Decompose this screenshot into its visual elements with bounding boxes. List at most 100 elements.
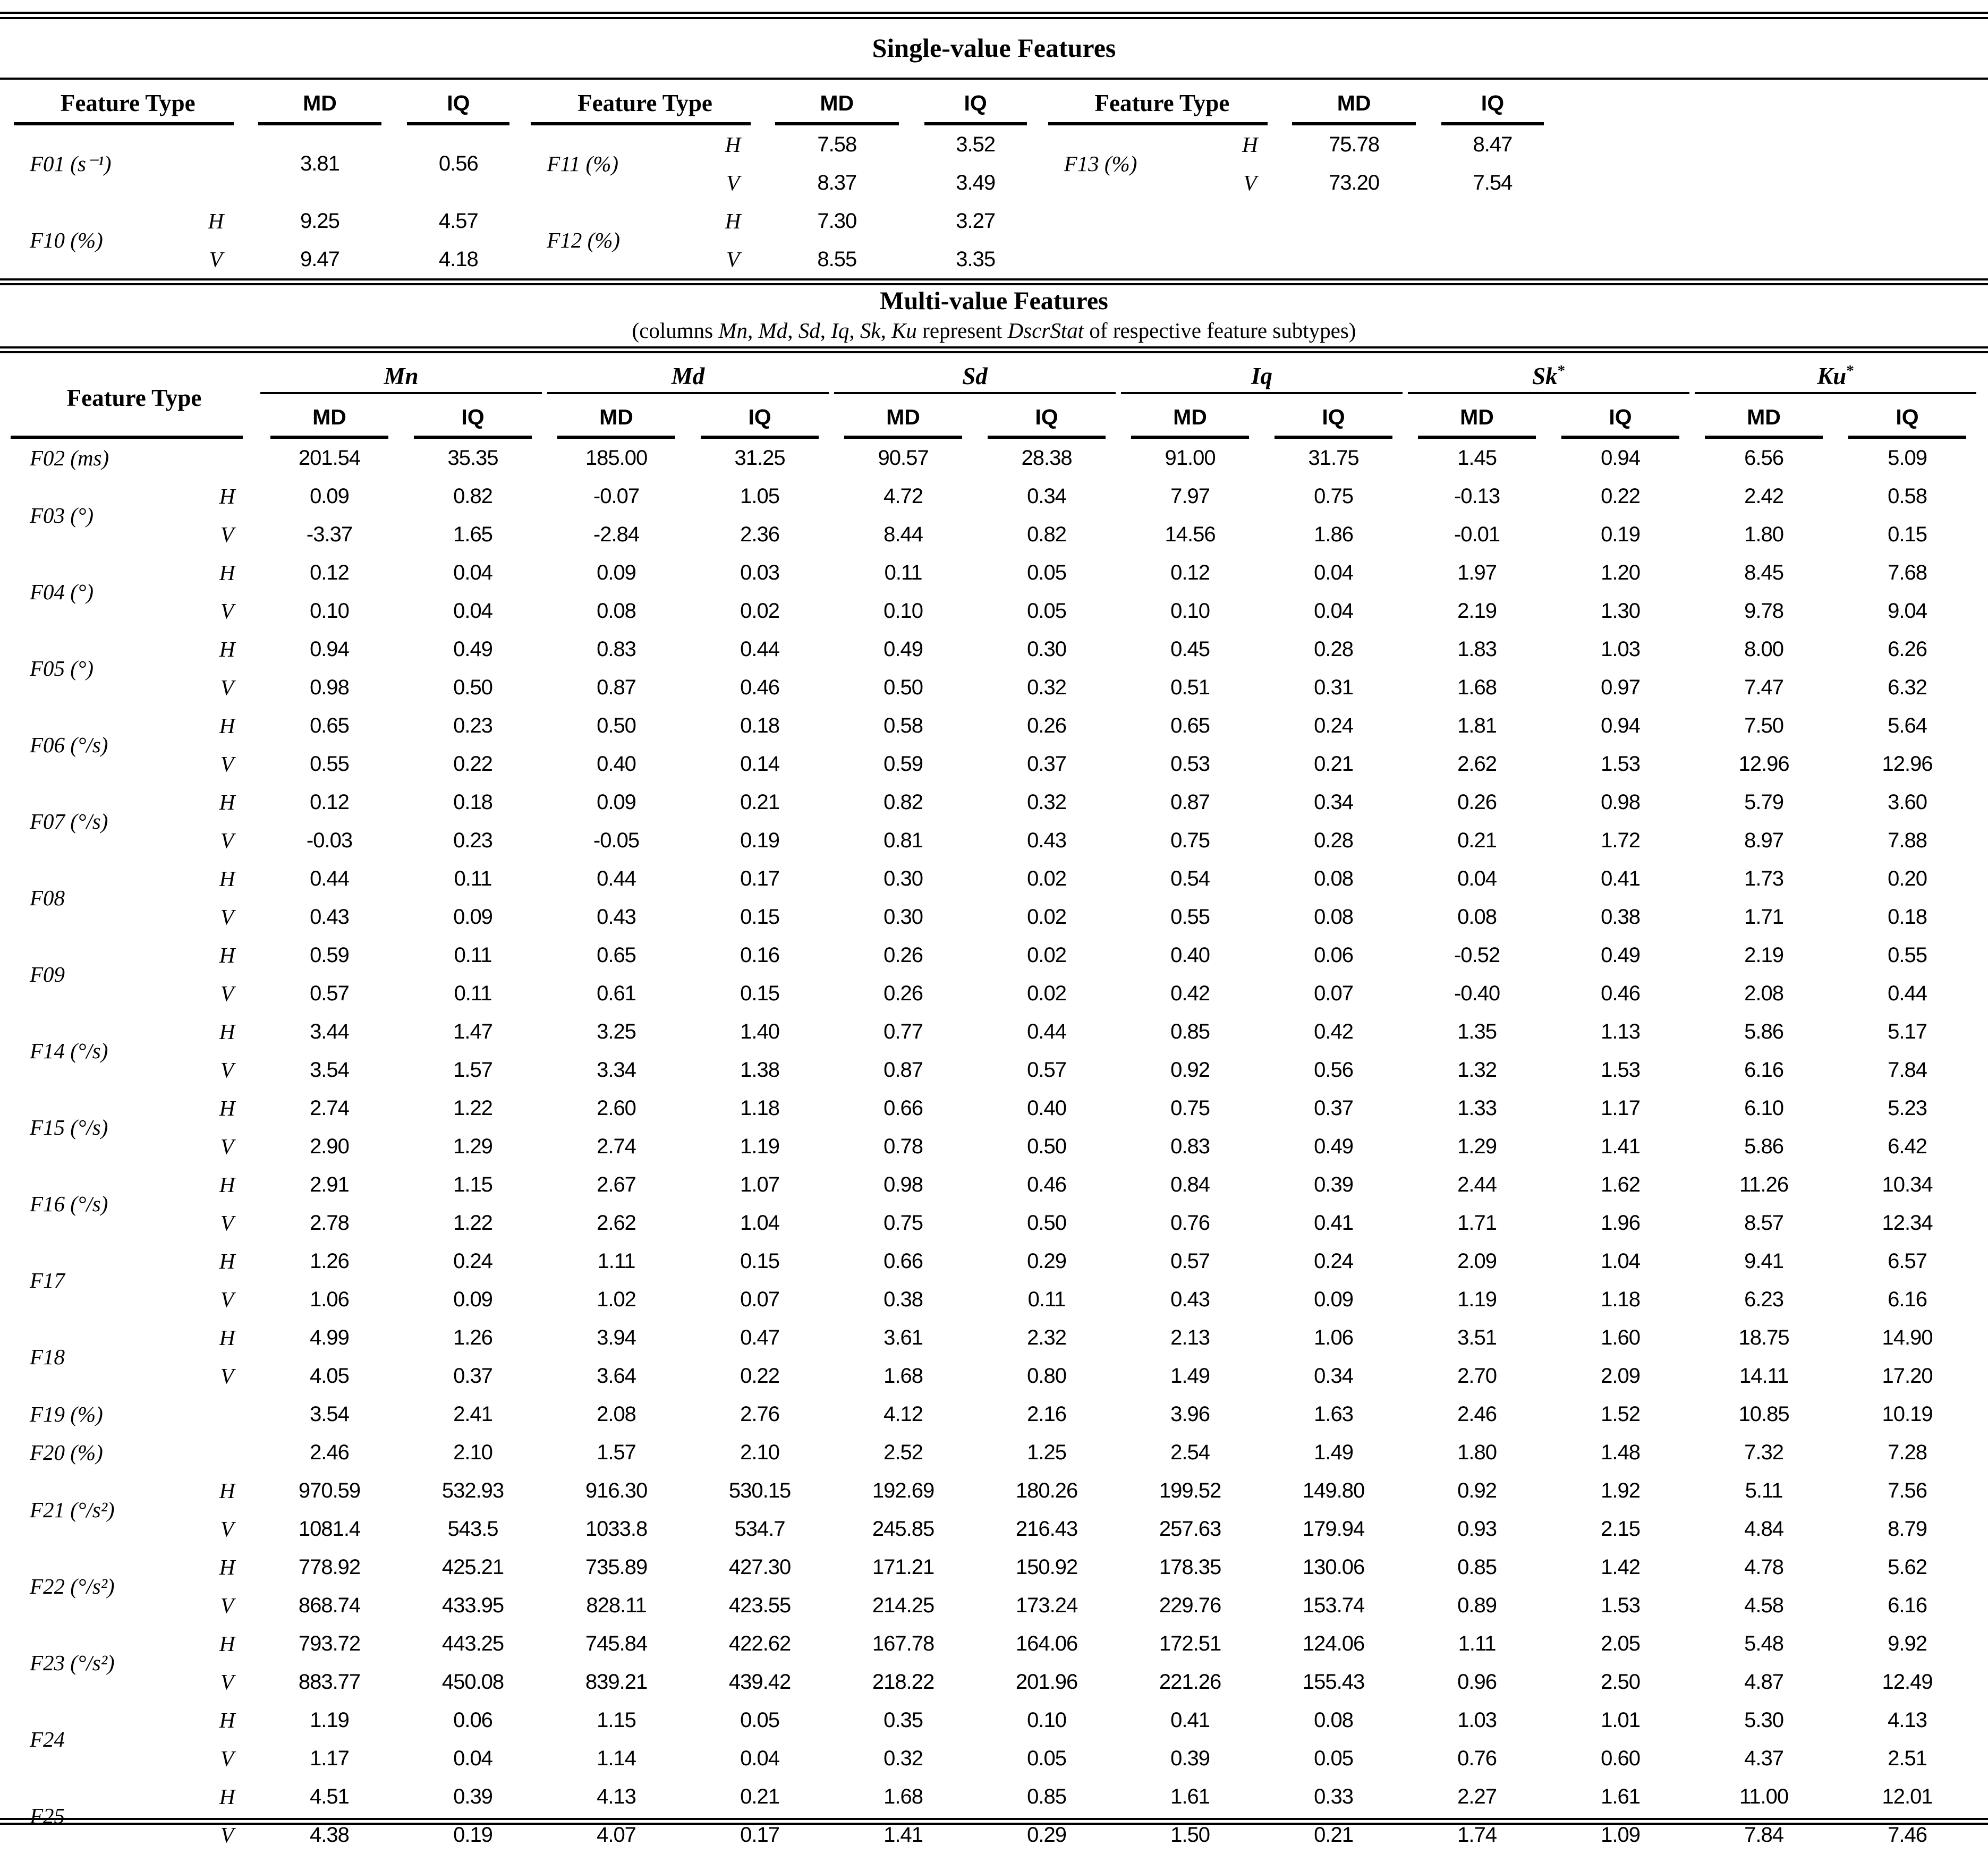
value-cell: 1.53	[1601, 1058, 1641, 1082]
value-cell: 0.49	[453, 637, 493, 661]
gap-cell	[522, 125, 528, 202]
value-cell: 0.81	[883, 828, 923, 852]
hv-label-cell: V	[220, 905, 234, 929]
value-cell: 17.20	[1882, 1364, 1933, 1388]
value-cell: 0.34	[1314, 1364, 1354, 1388]
feature-type-header: Feature Type	[528, 81, 762, 125]
hv-label-cell: V	[220, 1746, 234, 1771]
value-cell: 192.69	[872, 1478, 934, 1502]
value-cell: 1.29	[1457, 1134, 1497, 1158]
header-underline	[1695, 392, 1977, 394]
hv-label-cell: V	[220, 1517, 234, 1541]
value-cell: 171.21	[872, 1555, 934, 1579]
value-cell: 0.14	[740, 752, 780, 776]
value-cell: 28.38	[1021, 446, 1072, 470]
value-cell: 14.90	[1882, 1325, 1933, 1349]
feature-name-cell: F19 (%)	[30, 1402, 103, 1426]
value-cell: 7.97	[1170, 484, 1210, 508]
table-row: V 3.54 1.57 3.34 1.38 0.87 0.57 0.92 0.56 1.32 1.5…	[11, 1051, 1979, 1089]
value-cell: 7.84	[1744, 1823, 1784, 1847]
hv-label-cell: V	[220, 1670, 234, 1694]
header-underline	[1408, 392, 1690, 394]
value-cell: 4.99	[310, 1325, 350, 1349]
value-cell: 0.76	[1457, 1746, 1497, 1770]
value-cell: 1.11	[1458, 1631, 1497, 1655]
value-cell: 1.01	[1601, 1708, 1641, 1732]
table-row: F05 (°) H 0.94 0.49 0.83 0.44 0.49 0.30 0.45 0.28…	[11, 630, 1979, 681]
table-row: F14 (°/s) H 3.44 1.47 3.25 1.40 0.77 0.44 0.85 0.…	[11, 1013, 1979, 1063]
value-cell: 0.34	[1027, 484, 1067, 508]
hv-label-cell: H	[725, 209, 741, 233]
hv-label-cell: H	[219, 1478, 235, 1503]
value-cell: 0.82	[883, 790, 923, 814]
hv-label-cell: V	[220, 599, 234, 623]
value-cell: 1.22	[453, 1211, 493, 1235]
value-cell: 11.26	[1739, 1172, 1789, 1196]
hv-label-cell: V	[220, 1287, 234, 1312]
value-cell: 0.09	[310, 484, 350, 508]
value-cell: 180.26	[1015, 1478, 1078, 1502]
value-cell: 0.39	[453, 1784, 493, 1808]
value-cell: 0.26	[1457, 790, 1497, 814]
table-row: F19 (%) 3.54 2.41 2.08 2.76 4.12 2.16 3.96 1.63 2…	[11, 1395, 1979, 1433]
value-cell: 0.11	[884, 560, 923, 584]
header-underline	[924, 122, 1027, 125]
value-cell: 4.13	[597, 1784, 636, 1808]
top-rule-1	[0, 12, 1988, 14]
header-underline	[1048, 122, 1268, 125]
value-cell: 199.52	[1159, 1478, 1221, 1502]
value-cell: 0.50	[453, 675, 493, 699]
feature-name-cell: F10 (%)	[30, 228, 103, 252]
value-cell: 1.57	[597, 1440, 636, 1464]
hv-label-cell: H	[219, 1784, 235, 1809]
value-cell: 0.05	[740, 1708, 780, 1732]
value-cell: 1.68	[1457, 675, 1497, 699]
value-cell: 0.09	[453, 1287, 493, 1311]
subtitle-segment: Sk	[860, 318, 881, 343]
hv-label-cell: H	[208, 209, 224, 233]
value-cell: 2.19	[1457, 599, 1497, 623]
value-cell: 1.03	[1601, 637, 1641, 661]
feature-name-cell: F08	[30, 886, 65, 910]
feature-name-cell: F01 (s⁻¹)	[30, 151, 112, 176]
md-header: MD	[258, 395, 401, 439]
value-cell: 0.23	[453, 828, 493, 852]
value-cell: 0.05	[1027, 1746, 1067, 1770]
value-cell: 0.54	[1170, 866, 1210, 890]
table-row: F07 (°/s) H 0.12 0.18 0.09 0.21 0.82 0.32 0.87 0.…	[11, 783, 1979, 834]
value-cell: 0.65	[597, 943, 636, 967]
header-underline	[14, 122, 234, 125]
value-cell: 5.11	[1745, 1478, 1783, 1502]
value-cell: 4.12	[883, 1402, 923, 1426]
value-cell: 7.88	[1888, 828, 1927, 852]
multi-subtitle: (columns Mn, Md, Sd, Iq, Sk, Ku represen…	[0, 318, 1988, 343]
value-cell: 2.62	[1457, 752, 1497, 776]
value-cell: 2.09	[1457, 1249, 1497, 1273]
value-cell: 0.11	[1027, 1287, 1066, 1311]
value-cell: 0.19	[1601, 522, 1641, 546]
header-underline	[270, 436, 388, 439]
value-cell: 5.79	[1744, 790, 1784, 814]
value-cell: 2.27	[1457, 1784, 1497, 1808]
multi-header-rule-2	[0, 351, 1988, 353]
filler-cell	[1557, 81, 1563, 125]
feature-name-cell: F24	[30, 1727, 65, 1751]
value-cell: 1.22	[453, 1096, 493, 1120]
value-cell: 0.84	[1170, 1172, 1210, 1196]
multi-header-rule-1	[0, 346, 1988, 348]
value-cell: 0.11	[454, 866, 492, 890]
value-cell: 425.21	[441, 1555, 504, 1579]
value-cell: 3.44	[310, 1019, 350, 1043]
value-cell: 1.03	[1457, 1708, 1497, 1732]
feature-name-cell: F25	[30, 1804, 65, 1828]
value-cell: 3.60	[1888, 790, 1927, 814]
value-cell: 422.62	[728, 1631, 791, 1655]
value-cell: 1.11	[597, 1249, 636, 1273]
value-cell: 2.46	[1457, 1402, 1497, 1426]
value-cell: 745.84	[585, 1631, 648, 1655]
value-cell: 0.24	[1314, 1249, 1354, 1273]
value-cell: 0.04	[1314, 560, 1354, 584]
value-cell: 8.44	[883, 522, 923, 546]
feature-name-cell: F04 (°)	[30, 580, 94, 604]
value-cell: 0.32	[1027, 790, 1067, 814]
